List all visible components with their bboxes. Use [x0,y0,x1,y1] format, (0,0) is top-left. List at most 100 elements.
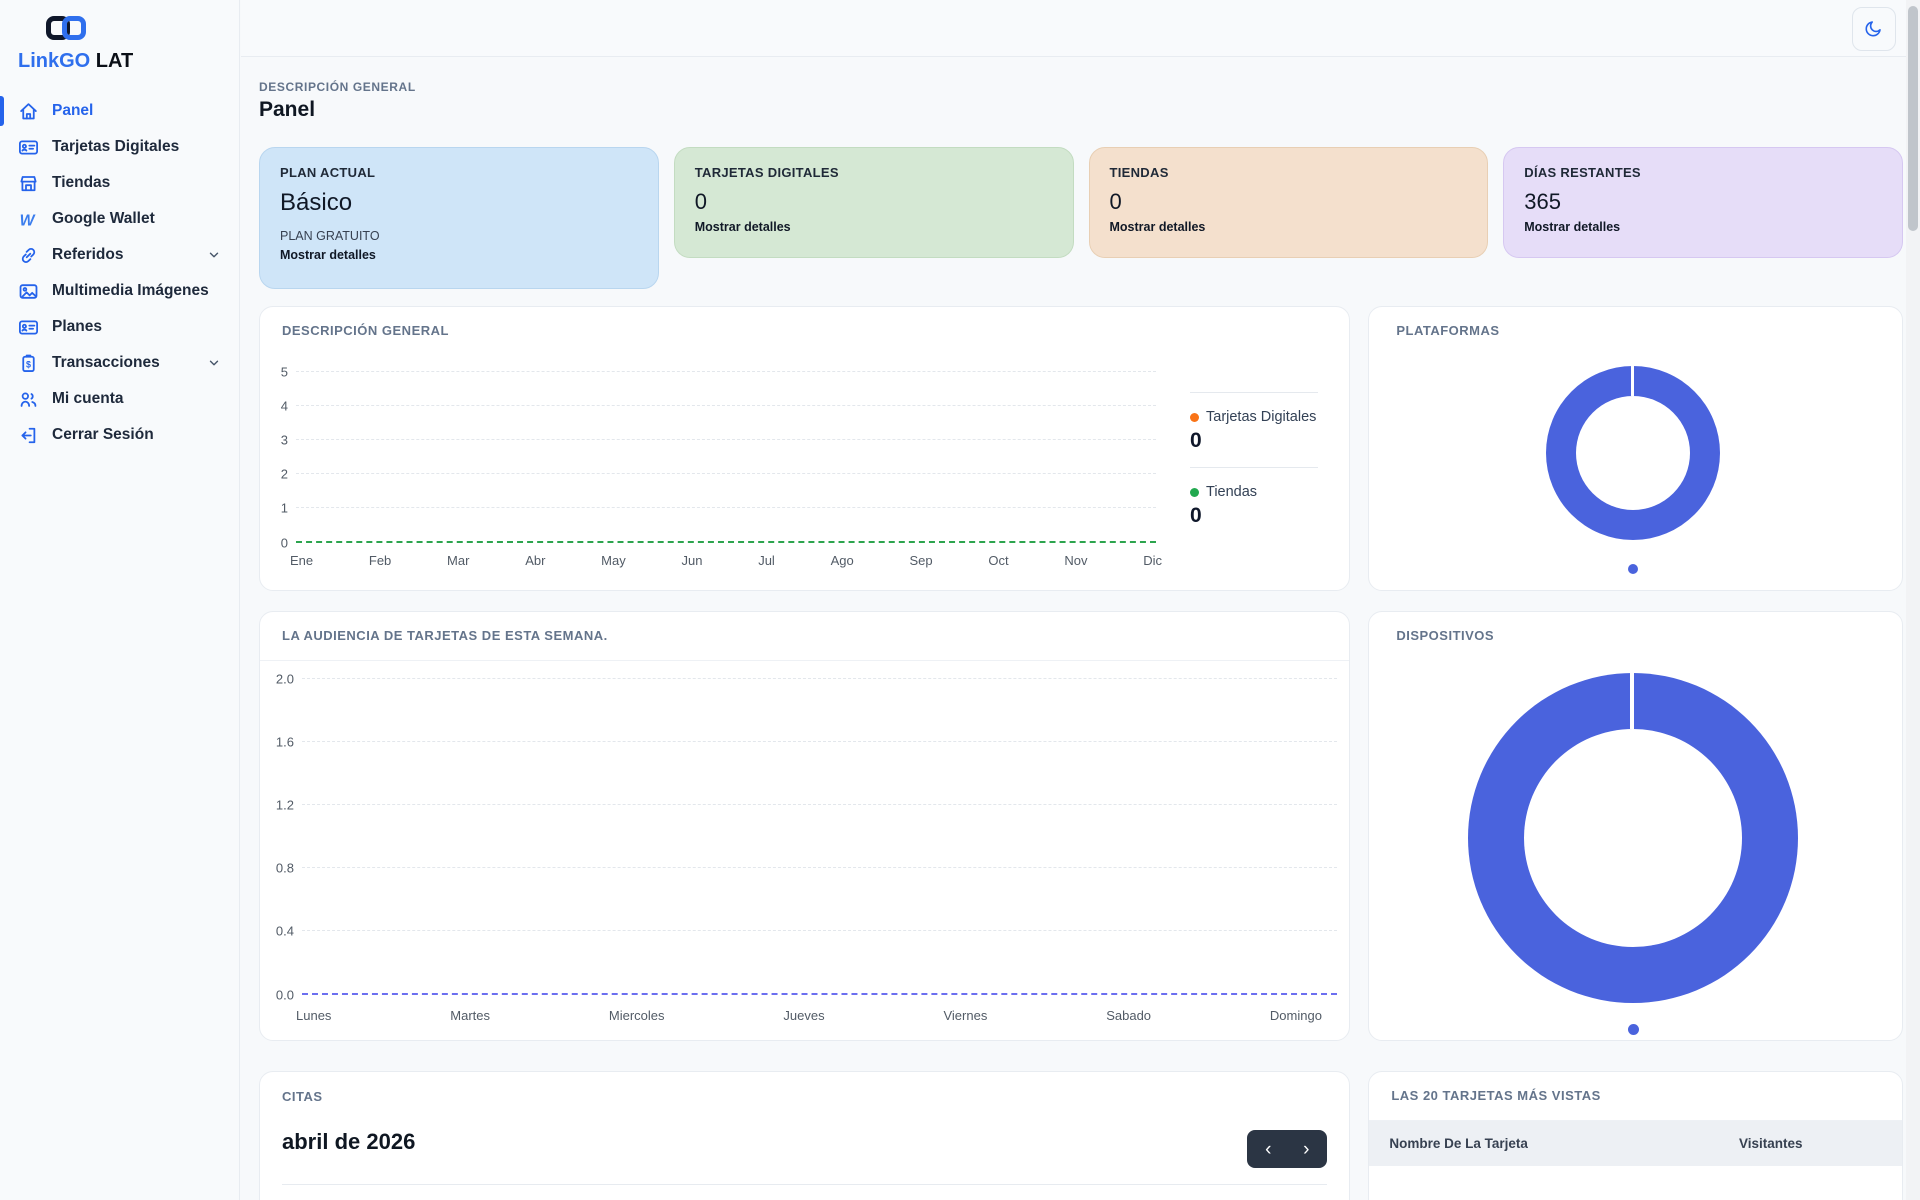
legend-divider [1190,467,1318,468]
legend-dot [1190,488,1199,497]
show-details-link[interactable]: Mostrar detalles [1524,220,1882,234]
weekday-header-mar: mar [581,1185,730,1200]
theme-toggle-button[interactable] [1852,7,1896,51]
donut-segment-gap [1631,366,1634,396]
devices-legend-dot[interactable] [1628,1024,1639,1035]
overview-x-axis: EneFebMarAbrMayJunJulAgoSepOctNovDic [290,553,1162,568]
calendar-weekday-header: domlunmarmiéjueviesáb [282,1185,1327,1200]
sidebar-item-label: Tiendas [52,174,110,192]
sidebar-item-multimedia-imagenes[interactable]: Multimedia Imágenes [0,273,239,309]
y-axis-tick: 1.6 [264,735,294,750]
brand-name-primary: LinkGO [18,50,90,72]
legend-item-tarjetas-digitales[interactable]: Tarjetas Digitales [1190,409,1318,425]
brand-logo[interactable]: LinkGO LAT [0,0,239,79]
devices-donut-chart[interactable] [1468,673,1798,1003]
overview-line-chart: 543210 [296,371,1156,541]
show-details-link[interactable]: Mostrar detalles [1110,220,1468,234]
weekday-header-dom: dom [282,1185,431,1200]
stat-card-title: TARJETAS DIGITALES [695,165,1053,180]
stat-card-tiendas[interactable]: TIENDAS0Mostrar detalles [1089,147,1489,258]
weekday-header-jue: jue [879,1185,1028,1200]
zero-value-line: 0.0 [302,993,1337,995]
x-axis-tick: Jun [681,553,702,568]
appointments-body: CITAS abril de 2026 [260,1072,1349,1171]
sidebar-item-tarjetas-digitales[interactable]: Tarjetas Digitales [0,129,239,165]
sidebar-item-transacciones[interactable]: $Transacciones [0,345,239,381]
y-axis-tick: 5 [258,365,288,380]
y-axis-tick: 4 [258,399,288,414]
column-header-nombre-de-la-tarjeta[interactable]: Nombre De La Tarjeta [1389,1136,1739,1151]
stat-card-subtitle: PLAN GRATUITO [280,229,638,243]
sidebar-item-planes[interactable]: Planes [0,309,239,345]
stat-card-dias-restantes[interactable]: DÍAS RESTANTES365Mostrar detalles [1503,147,1903,258]
legend-label: Tiendas [1206,484,1257,500]
legend-value: 0 [1190,429,1318,453]
show-details-link[interactable]: Mostrar detalles [695,220,1053,234]
x-axis-tick: Miercoles [609,1008,665,1023]
top-cards-title-strip: LAS 20 TARJETAS MÁS VISTAS [1369,1072,1902,1121]
gridline: 1.6 [302,741,1337,742]
id-card-icon [18,317,39,338]
x-axis-tick: Martes [450,1008,490,1023]
sidebar-item-cerrar-sesion[interactable]: Cerrar Sesión [0,417,239,453]
y-axis-tick: 1.2 [264,798,294,813]
x-axis-tick: Jueves [783,1008,824,1023]
x-axis-tick: Sabado [1106,1008,1151,1023]
weekday-header-vie: vie [1029,1185,1178,1200]
scrollbar-thumb[interactable] [1908,6,1918,231]
stat-card-value: 0 [695,189,1053,215]
x-axis-tick: Ago [831,553,854,568]
x-axis-tick: Domingo [1270,1008,1322,1023]
weekday-header-sab: sáb [1178,1185,1327,1200]
store-icon [18,173,39,194]
sidebar-item-tiendas[interactable]: Tiendas [0,165,239,201]
gridline: 5 [296,371,1156,372]
donut-segment-gap [1630,673,1634,729]
legend-value: 0 [1190,504,1318,528]
calendar-month-label: abril de 2026 [282,1129,1327,1155]
audience-chart-title: LA AUDIENCIA DE TARJETAS DE ESTA SEMANA. [282,628,608,643]
y-axis-tick: 2 [258,467,288,482]
donut-hole [1576,396,1690,510]
logo-square-blue [62,16,86,40]
calendar-nav: ‹ › [1247,1130,1327,1168]
sidebar-item-label: Mi cuenta [52,390,123,408]
platforms-donut-chart[interactable] [1546,366,1720,540]
sidebar-item-referidos[interactable]: Referidos [0,237,239,273]
sidebar-nav: Panel Tarjetas Digitales Tiendas WGoogle Wa… [0,93,239,453]
stat-card-title: TIENDAS [1110,165,1468,180]
gridline: 3 [296,439,1156,440]
x-axis-tick: Viernes [943,1008,987,1023]
y-axis-tick: 0.0 [264,988,294,1003]
overview-chart-title: DESCRIPCIÓN GENERAL [282,323,449,338]
calendar-prev-button[interactable]: ‹ [1249,1130,1287,1168]
donut-hole [1524,729,1742,947]
x-axis-tick: Sep [909,553,932,568]
logout-icon [18,425,39,446]
show-details-link[interactable]: Mostrar detalles [280,248,638,262]
stat-card-plan-actual[interactable]: PLAN ACTUALBásicoPLAN GRATUITOMostrar de… [259,147,659,289]
row-overview: DESCRIPCIÓN GENERAL 543210 EneFebMarAbrM… [259,306,1903,591]
svg-text:$: $ [26,359,31,369]
page-title: Panel [259,98,1903,122]
stat-card-tarjetas-digitales[interactable]: TARJETAS DIGITALES 0 Mostrar detalles [674,147,1074,258]
gridline: 0.4 [302,930,1337,931]
devices-card: DISPOSITIVOS [1368,611,1903,1041]
moon-icon [1864,18,1884,41]
calendar-next-button[interactable]: › [1287,1130,1325,1168]
x-axis-tick: Dic [1143,553,1162,568]
sidebar-item-mi-cuenta[interactable]: Mi cuenta [0,381,239,417]
devices-title: DISPOSITIVOS [1396,628,1494,643]
sidebar-item-label: Panel [52,102,93,120]
sidebar-item-panel[interactable]: Panel [0,93,239,129]
sidebar-item-google-wallet[interactable]: WGoogle Wallet [0,201,239,237]
legend-dot [1190,413,1199,422]
gridline: 4 [296,405,1156,406]
x-axis-tick: Feb [369,553,391,568]
sidebar-item-label: Multimedia Imágenes [52,282,209,300]
y-axis-tick: 2.0 [264,672,294,687]
legend-item-tiendas[interactable]: Tiendas [1190,484,1318,500]
platforms-legend-dot[interactable] [1628,564,1638,574]
y-axis-tick: 3 [258,433,288,448]
column-header-visitantes[interactable]: Visitantes [1739,1136,1882,1151]
